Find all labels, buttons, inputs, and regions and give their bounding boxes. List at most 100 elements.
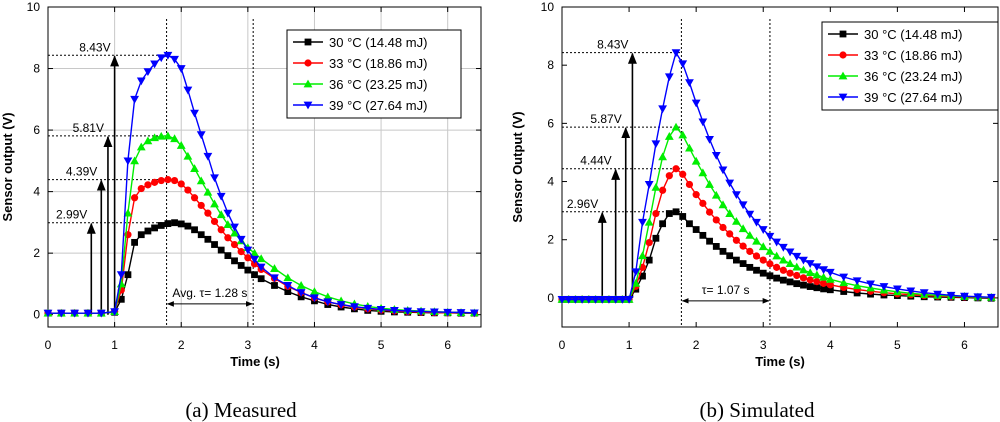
data-point (196, 176, 206, 185)
data-point (197, 201, 205, 210)
y-tick-label: 0 (547, 291, 554, 305)
data-point (390, 306, 399, 315)
legend-marker (303, 101, 313, 110)
legend-marker (838, 93, 848, 102)
data-point (746, 247, 754, 255)
data-point (659, 186, 667, 194)
data-point (283, 282, 293, 290)
data-point (652, 234, 660, 242)
data-point (739, 260, 747, 267)
data-point (96, 309, 106, 318)
data-point (705, 208, 714, 216)
data-point (604, 295, 614, 304)
data-point (617, 295, 627, 304)
data-point (685, 79, 694, 88)
data-point (711, 190, 721, 199)
data-point (946, 291, 956, 300)
data-point (83, 309, 93, 318)
data-point (130, 156, 139, 165)
data-point (197, 231, 205, 239)
data-point (144, 227, 152, 235)
data-point (671, 49, 681, 58)
data-point (772, 251, 782, 260)
peak-label: 8.43V (597, 38, 628, 52)
data-point (819, 272, 828, 281)
data-point (183, 151, 193, 160)
data-point (679, 213, 687, 220)
data-point (765, 232, 775, 241)
data-point (230, 223, 239, 232)
data-point (190, 164, 199, 172)
data-point (651, 140, 661, 149)
series-line (48, 135, 475, 314)
data-point (699, 199, 707, 207)
data-point (170, 55, 179, 64)
x-tick-label: 5 (378, 338, 385, 352)
data-point (271, 282, 278, 289)
y-tick-label: 6 (547, 116, 554, 130)
data-point (156, 54, 166, 63)
data-point (785, 248, 795, 257)
data-point (429, 308, 439, 317)
data-point (665, 210, 673, 217)
x-tick-label: 0 (45, 338, 52, 352)
data-point (469, 309, 479, 318)
data-point (752, 218, 761, 227)
y-tick-label: 4 (33, 185, 40, 199)
data-point (705, 180, 714, 188)
data-point (792, 262, 802, 271)
data-point (236, 235, 246, 244)
data-point (726, 252, 734, 260)
x-tick-label: 6 (444, 338, 451, 352)
data-point (217, 246, 225, 254)
data-point (210, 199, 219, 208)
x-tick-label: 0 (559, 338, 566, 352)
data-point (799, 265, 808, 274)
data-point (778, 255, 788, 264)
data-point (718, 166, 728, 175)
data-point (171, 219, 178, 227)
data-point (177, 220, 185, 228)
data-point (631, 278, 641, 287)
data-point (196, 131, 206, 140)
data-point (745, 230, 755, 239)
data-point (184, 186, 192, 194)
data-point (793, 271, 801, 280)
data-point (785, 259, 795, 267)
data-point (176, 65, 186, 73)
data-point (150, 178, 159, 186)
caption-a: (a) Measured (185, 398, 297, 422)
data-point (691, 156, 701, 165)
data-point (117, 295, 125, 303)
y-tick-label: 8 (547, 58, 554, 72)
data-point (820, 285, 827, 293)
data-point (163, 51, 173, 60)
data-point (699, 231, 707, 239)
data-point (136, 142, 146, 151)
data-point (237, 262, 245, 269)
data-point (284, 288, 292, 296)
data-point (852, 277, 862, 286)
y-tick-label: 10 (27, 0, 41, 14)
plot-frame (47, 6, 482, 328)
data-point (772, 238, 782, 247)
y-axis-label: Sensor Output (V) (510, 111, 525, 222)
data-point (839, 273, 849, 282)
y-tick-label: 8 (33, 62, 40, 76)
data-point (224, 234, 232, 242)
data-point (631, 268, 641, 277)
data-point (732, 191, 741, 200)
data-point (813, 284, 821, 292)
data-point (719, 223, 727, 232)
data-point (960, 292, 969, 301)
data-point (733, 256, 740, 264)
chart-a: 0 1 2 3 4 5 6 0 2 4 6 8 10 Time (s) Sensor output (V) 2… (0, 0, 482, 369)
data-point (336, 301, 346, 309)
data-point (644, 217, 654, 226)
data-point (685, 143, 694, 152)
data-point (779, 276, 787, 284)
x-tick-label: 6 (961, 338, 968, 352)
data-point (123, 157, 133, 166)
data-point (203, 152, 213, 161)
series-4 (43, 51, 479, 318)
